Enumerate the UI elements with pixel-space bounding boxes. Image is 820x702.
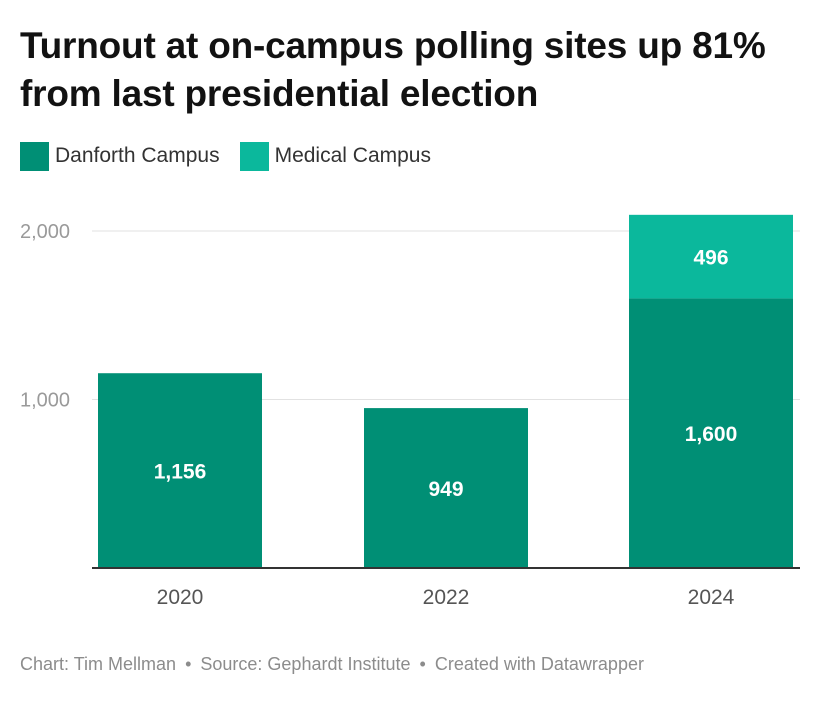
legend-item-medical: Medical Campus (239, 141, 431, 171)
y-tick-label: 1,000 (20, 390, 70, 412)
legend-swatch-medical (239, 141, 269, 171)
chart-credit: Chart: Tim Mellman (20, 654, 177, 674)
bar-2024-medical (629, 214, 793, 299)
bar-2024-danforth (629, 298, 793, 568)
bar-2020-danforth (98, 373, 262, 568)
data-label: 496 (693, 247, 728, 270)
legend-label-danforth: Danforth Campus (55, 144, 220, 167)
legend-swatch-danforth (20, 141, 49, 171)
chart-legend: Danforth Campus Medical Campus (20, 141, 431, 171)
x-tick-label: 2024 (688, 586, 735, 609)
legend-item-danforth: Danforth Campus (20, 141, 220, 171)
footer-separator: • (419, 654, 426, 674)
chart-footer: Chart: Tim Mellman • Source: Gephardt In… (20, 654, 644, 675)
bar-2022-danforth (364, 408, 528, 568)
data-label: 1,600 (685, 423, 738, 446)
x-tick-label: 2020 (157, 586, 204, 609)
x-tick-label: 2022 (423, 586, 470, 609)
created-with: Created with Datawrapper (434, 654, 644, 674)
legend-label-medical: Medical Campus (274, 144, 431, 167)
bar-chart: 1,000 2,000 1,156 949 1,600 496 2020 2022 2024 (20, 214, 800, 609)
chart-source: Source: Gephardt Institute (200, 654, 411, 674)
data-label: 1,156 (154, 461, 207, 484)
data-label: 949 (428, 478, 463, 501)
y-tick-label: 2,000 (20, 221, 70, 243)
chart-title: Turnout at on-campus polling sites up 81… (20, 25, 766, 114)
footer-separator: • (185, 654, 192, 674)
